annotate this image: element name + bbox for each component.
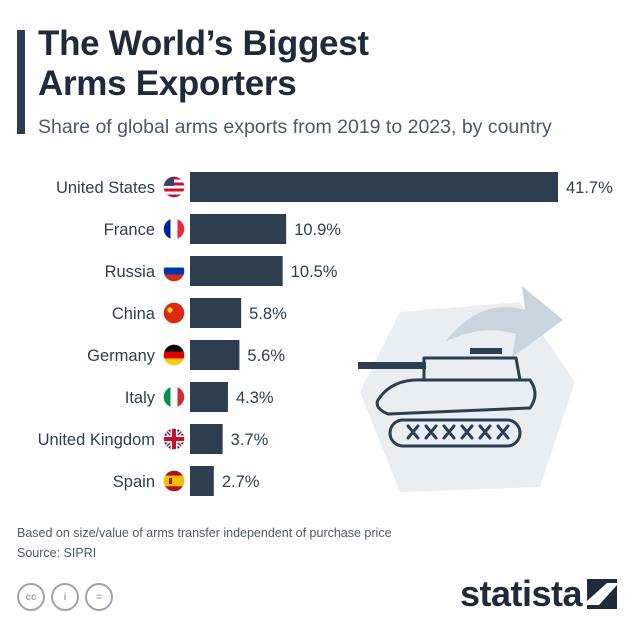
statista-logo-icon	[587, 579, 618, 609]
italy-flag-icon	[163, 386, 185, 408]
spain-flag-icon	[163, 470, 185, 492]
page-title: The World’s Biggest Arms Exporters	[38, 24, 598, 104]
us-flag-icon	[163, 176, 185, 198]
arrow-icon	[445, 286, 563, 357]
value-label-germany: 5.6%	[247, 347, 285, 365]
chart-subtitle: Share of global arms exports from 2019 t…	[38, 116, 552, 138]
title-line-2: Arms Exporters	[38, 64, 297, 103]
france-flag-icon	[163, 218, 185, 240]
category-label-russia: Russia	[105, 263, 156, 281]
value-label-china: 5.8%	[249, 305, 287, 323]
category-label-china: China	[112, 305, 156, 323]
value-label-russia: 10.5%	[291, 263, 338, 281]
by-icon[interactable]: i	[51, 583, 79, 611]
title-line-1: The World’s Biggest	[38, 24, 369, 63]
statista-brand[interactable]: statista	[460, 573, 618, 614]
bar-germany	[190, 340, 240, 370]
category-label-italy: Italy	[125, 389, 156, 407]
tank-icon	[358, 348, 537, 448]
russia-flag-icon	[163, 260, 185, 282]
nd-icon[interactable]: =	[85, 583, 113, 611]
category-label-spain: Spain	[113, 473, 155, 491]
brand-name: statista	[460, 573, 583, 614]
category-label-germany: Germany	[87, 347, 156, 365]
value-label-france: 10.9%	[294, 221, 341, 239]
tank-arrow-illustration	[358, 286, 575, 492]
value-label-spain: 2.7%	[222, 473, 260, 491]
cc-icon[interactable]: cc	[17, 583, 45, 611]
footnote: Based on size/value of arms transfer ind…	[17, 526, 392, 540]
value-label-united-states: 41.7%	[566, 179, 613, 197]
bar-russia	[190, 256, 283, 286]
bar-france	[190, 214, 287, 244]
bar-chart: United States 41.7% France 10.9% Russia 10.5%…	[38, 172, 613, 496]
value-label-italy: 4.3%	[236, 389, 274, 407]
source-note: Source: SIPRI	[17, 546, 97, 560]
bar-china	[190, 298, 242, 328]
china-flag-icon	[163, 302, 185, 324]
bar-united-states	[190, 172, 558, 202]
bar-italy	[190, 382, 228, 412]
category-label-united-kingdom: United Kingdom	[38, 431, 155, 449]
category-label-united-states: United States	[56, 179, 155, 197]
uk-flag-icon	[163, 428, 185, 450]
germany-flag-icon	[163, 344, 185, 366]
value-label-united-kingdom: 3.7%	[231, 431, 269, 449]
title-accent-bar	[17, 30, 25, 134]
bar-spain	[190, 466, 214, 496]
category-label-france: France	[104, 221, 155, 239]
bar-united-kingdom	[190, 424, 223, 454]
license-icons: cc i =	[17, 583, 113, 611]
